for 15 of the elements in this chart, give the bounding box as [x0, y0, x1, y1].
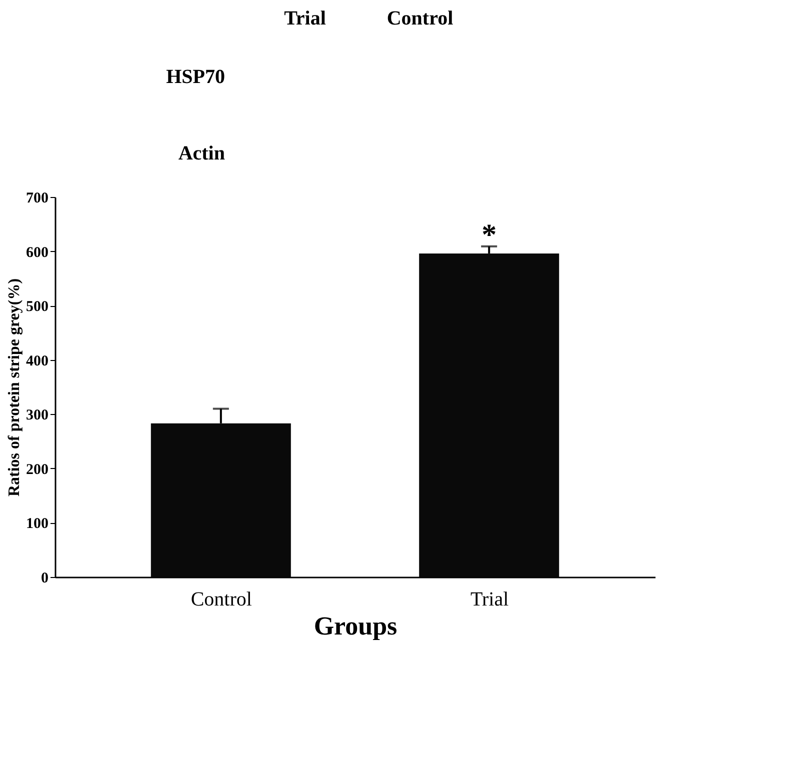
text: HSP70 — [166, 66, 225, 88]
text: Trial — [284, 8, 326, 30]
annotation: * — [482, 218, 497, 252]
y-axis-title: Ratios of protein stripe grey(%) — [6, 278, 23, 497]
y-tick-label: 500 — [26, 299, 48, 316]
y-tick-label: 600 — [26, 244, 48, 261]
y-tick-label: 200 — [26, 462, 48, 478]
y-tick-label: 700 — [26, 190, 48, 206]
text: Actin — [178, 142, 225, 164]
y-tick-label: 300 — [26, 408, 48, 424]
text: Control — [386, 8, 454, 30]
y-tick-label: 100 — [26, 516, 48, 532]
y-tick-label: 400 — [26, 353, 48, 370]
x-axis-title: Groups — [314, 612, 398, 640]
y-tick-label: 0 — [41, 570, 48, 586]
